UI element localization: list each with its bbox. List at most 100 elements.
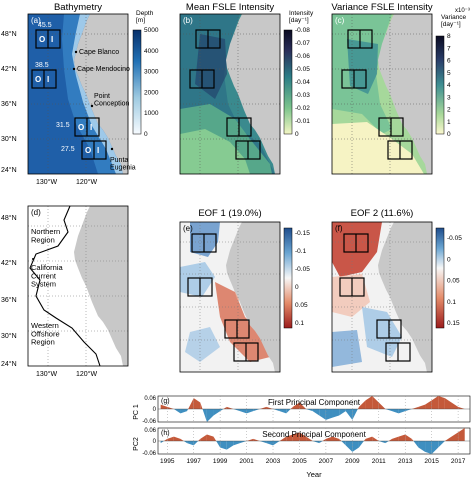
- lon-labels-bottom: 130°W 120°W: [36, 370, 97, 378]
- series-segment: [451, 402, 459, 409]
- colorbar-tick-label: -0.05: [295, 66, 310, 73]
- pc2-title: Second Principal Component: [262, 430, 366, 439]
- pc2-series: [158, 428, 470, 454]
- series-segment: [365, 436, 373, 441]
- series-segment: [226, 406, 234, 409]
- panel-d-regions: Northern Region California Current System W…: [27, 205, 129, 367]
- colorbar-b: Intensity [day⁻¹] -0.08-0.07-0.06-0.05-0.…: [283, 10, 314, 138]
- series-segment: [220, 441, 227, 450]
- series-segment: [392, 409, 399, 414]
- series-segment: [253, 438, 260, 441]
- cbar-exponent-c: x10⁻³: [455, 8, 470, 14]
- colorbar-a: Depth [m] 5000 4000 3000 2000 1000 0: [132, 10, 159, 138]
- pc1-ytick: 0.06: [144, 396, 156, 402]
- colorbar-tick-label: -0.05: [447, 235, 462, 242]
- box-mark-i: I: [51, 35, 53, 44]
- series-segment: [292, 432, 300, 441]
- cbar-ticks-c: 8 7 6 5 4 3 2 1 0: [447, 33, 451, 138]
- series-segment: [193, 398, 201, 409]
- series-segment: [223, 406, 227, 409]
- series-segment: [173, 436, 181, 441]
- year-tick-label: 2013: [398, 458, 413, 465]
- cbar-label-b: Intensity [day⁻¹]: [289, 10, 314, 24]
- year-tick-label: 2007: [319, 458, 334, 465]
- series-segment: [167, 406, 174, 409]
- lon-labels-top: 130°W 120°W: [36, 178, 97, 186]
- colorbar-tick-label: 1000: [144, 110, 159, 117]
- series-segment: [220, 409, 224, 412]
- series-segment: [266, 441, 274, 446]
- series-segment: [279, 409, 287, 414]
- series-segment: [325, 436, 333, 441]
- series-segment: [233, 441, 240, 446]
- series-segment: [413, 441, 419, 448]
- colorbar-tick-label: -0.04: [295, 79, 310, 86]
- cbar-ticks-e: -0.15 -0.1 -0.05 0 0.05 0.1: [295, 230, 310, 327]
- pc2-ylabel: PC2: [133, 437, 140, 451]
- series-segment: [365, 396, 373, 409]
- series-segment: [206, 434, 214, 441]
- series-segment: [345, 409, 353, 420]
- study-boxes: [339, 233, 411, 362]
- year-tick-label: 2009: [345, 458, 360, 465]
- colorbar-tick-label: -0.08: [295, 27, 310, 34]
- series-segment: [193, 441, 199, 446]
- series-segment: [425, 400, 432, 409]
- lat-24: 24°N: [1, 166, 17, 174]
- cbar-label-a: Depth [m]: [136, 10, 154, 24]
- colorbar-tick-label: 0.05: [447, 278, 460, 285]
- series-segment: [180, 438, 184, 441]
- box-mark-o: O: [39, 35, 45, 44]
- series-segment: [385, 441, 389, 444]
- year-tick-label: 2003: [266, 458, 281, 465]
- colorbar-tick-label: 8: [447, 33, 451, 40]
- colorbar-tick-label: 7: [447, 45, 451, 52]
- box-mark-i: I: [47, 75, 49, 84]
- series-segment: [322, 438, 326, 441]
- series-segment: [431, 396, 439, 409]
- colorbar-tick-label: 0.15: [447, 320, 460, 327]
- study-boxes: [341, 29, 413, 160]
- colorbar-tick-label: 2000: [144, 89, 159, 96]
- box-lat-27: 27.5: [61, 146, 75, 153]
- series-segment: [418, 441, 426, 452]
- lat-36: 36°N: [1, 100, 17, 108]
- series-segment: [266, 406, 274, 409]
- box-mark-o: O: [78, 123, 84, 132]
- colorbar-tick-label: -0.07: [295, 40, 310, 47]
- year-tick-label: 2011: [372, 458, 386, 465]
- series-segment: [306, 436, 313, 441]
- series-segment: [180, 409, 188, 414]
- lon-120: 120°W: [76, 370, 97, 378]
- series-segment: [438, 441, 445, 448]
- colorbar-tick-label: 0: [144, 131, 148, 138]
- coastal-shallows: [72, 14, 123, 174]
- series-segment: [279, 436, 287, 441]
- lat-24: 24°N: [1, 360, 17, 368]
- year-tick-label: 2017: [451, 458, 466, 465]
- label-point-conception: Point Conception: [94, 93, 130, 108]
- series-segment: [398, 409, 406, 414]
- colorbar-e: -0.15 -0.1 -0.05 0 0.05 0.1: [283, 227, 310, 329]
- series-segment: [319, 409, 326, 420]
- panel-b-mean-fsle: (b): [179, 13, 281, 175]
- series-segment: [188, 398, 194, 409]
- lat-30: 30°N: [1, 332, 17, 340]
- series-segment: [187, 409, 189, 412]
- lat-36: 36°N: [1, 296, 17, 304]
- colorbar-tick-label: -0.1: [295, 248, 307, 255]
- series-segment: [352, 441, 359, 452]
- panel-letter-g: (g): [161, 398, 170, 405]
- series-segment: [206, 409, 214, 422]
- panel-title-a: Bathymetry: [54, 2, 102, 13]
- box-lat-38: 38.5: [35, 62, 49, 69]
- series-segment: [405, 434, 412, 441]
- series-segment: [246, 409, 254, 414]
- series-segment: [339, 409, 346, 416]
- series-segment: [358, 441, 364, 448]
- series-segment: [398, 434, 406, 441]
- pc1-ytick: 0: [153, 407, 157, 413]
- series-segment: [286, 434, 293, 441]
- colorbar-tick-label: 0.05: [295, 302, 308, 309]
